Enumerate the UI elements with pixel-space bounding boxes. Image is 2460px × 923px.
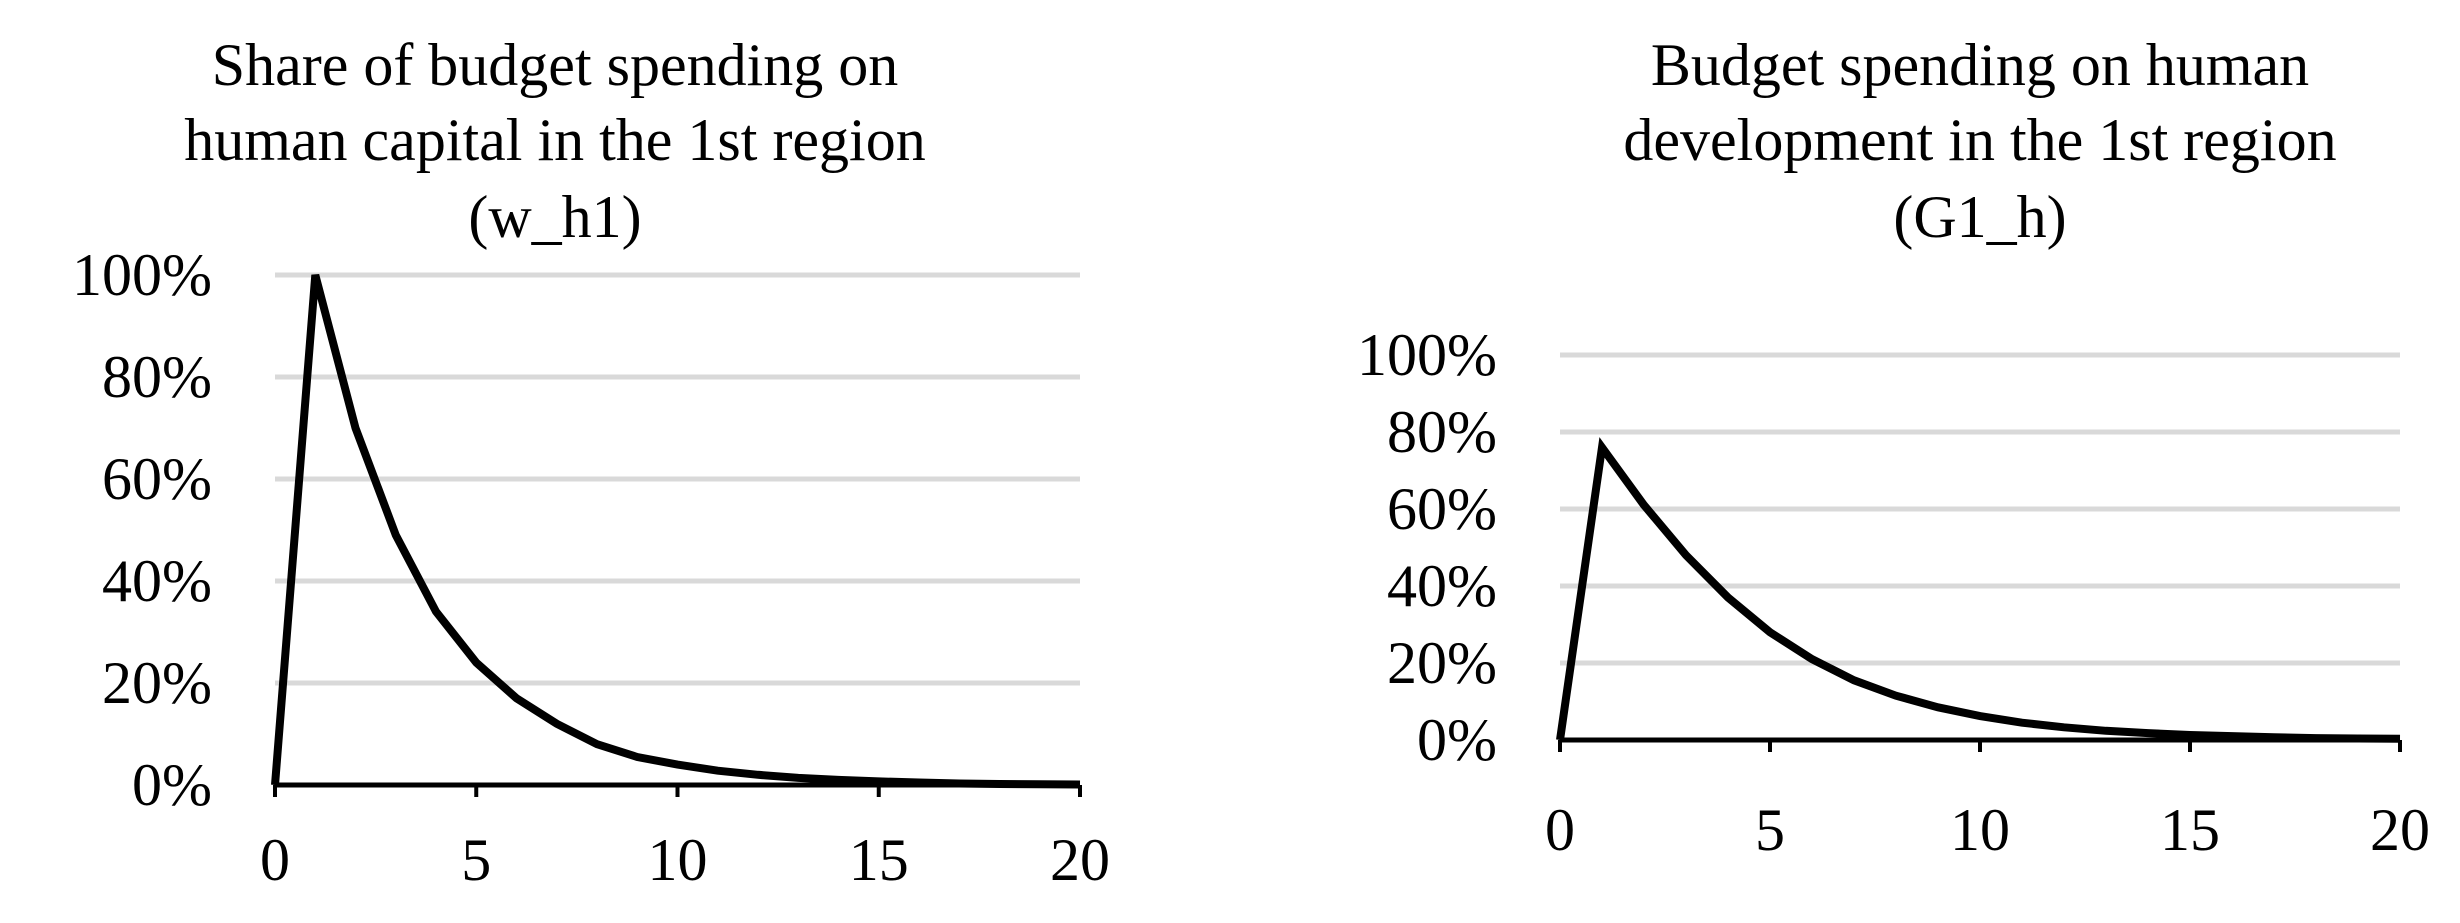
y-tick-label: 0% xyxy=(132,752,212,818)
chart-title-line: Budget spending on human xyxy=(1651,32,2309,98)
y-tick-label: 100% xyxy=(72,242,212,308)
chart-1: Share of budget spending on human capital… xyxy=(72,32,1110,893)
y-tick-label: 80% xyxy=(102,344,212,410)
x-tick-label: 15 xyxy=(849,827,909,893)
x-tick-label: 10 xyxy=(1950,797,2010,863)
y-tick-label: 40% xyxy=(102,548,212,614)
y-tick-label: 60% xyxy=(1387,476,1497,542)
x-tick-label: 0 xyxy=(1545,797,1575,863)
x-tick-label: 0 xyxy=(260,827,290,893)
x-tick-label: 20 xyxy=(1050,827,1110,893)
chart-title-line: (w_h1) xyxy=(468,184,641,250)
y-tick-label: 0% xyxy=(1417,707,1497,773)
y-tick-label: 20% xyxy=(102,650,212,716)
chart-title-line: Share of budget spending on xyxy=(212,32,899,98)
y-tick-label: 20% xyxy=(1387,630,1497,696)
chart-title-line: (G1_h) xyxy=(1893,184,2066,250)
chart-2: Budget spending on human development in t… xyxy=(1357,32,2430,863)
series-line xyxy=(271,273,1081,789)
x-tick-label: 15 xyxy=(2160,797,2220,863)
x-tick-label: 5 xyxy=(1755,797,1785,863)
x-tick-label: 10 xyxy=(648,827,708,893)
x-tick-label: 5 xyxy=(461,827,491,893)
chart-title-line: human capital in the 1st region xyxy=(184,107,925,173)
x-tick-label: 20 xyxy=(2370,797,2430,863)
series-line xyxy=(1556,437,2401,743)
y-tick-label: 80% xyxy=(1387,399,1497,465)
y-tick-label: 40% xyxy=(1387,553,1497,619)
chart-title-line: development in the 1st region xyxy=(1623,107,2336,173)
y-tick-label: 60% xyxy=(102,446,212,512)
y-tick-label: 100% xyxy=(1357,322,1497,388)
